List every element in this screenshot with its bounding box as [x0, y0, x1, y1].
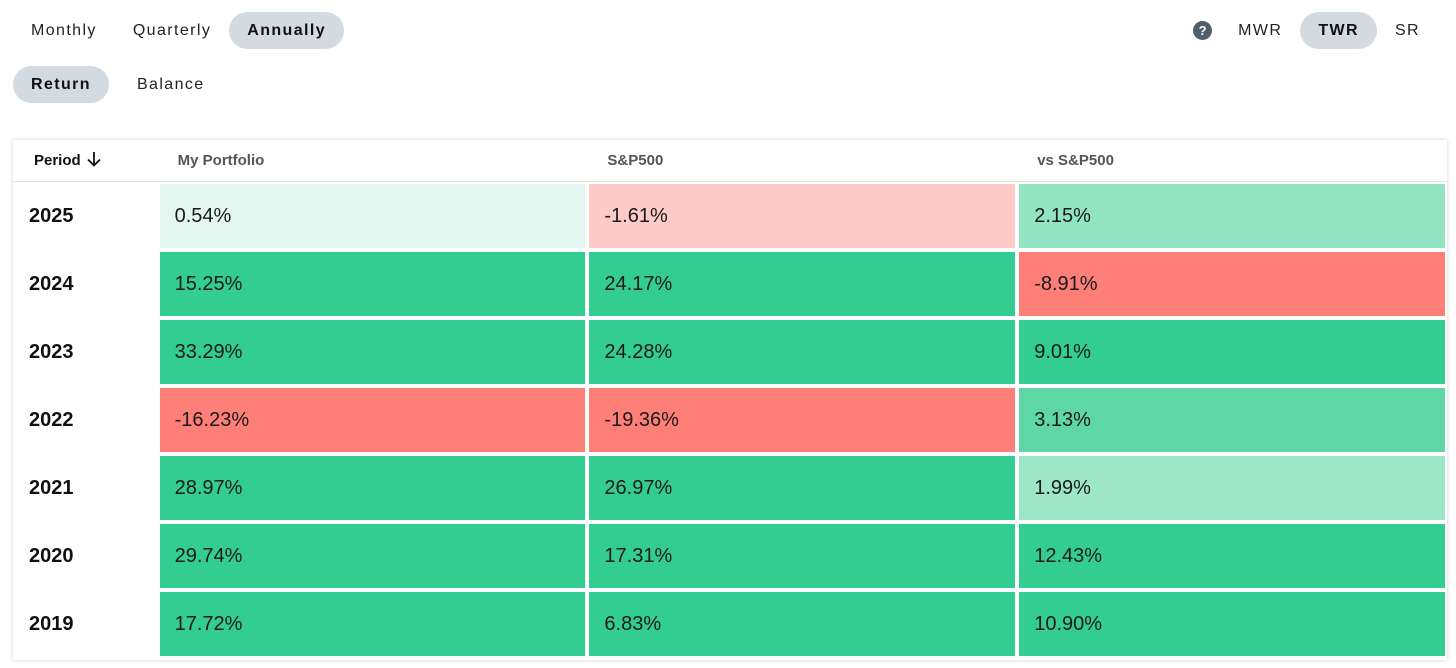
- returns-table: Period My Portfolio S&P500 vs S&P500 202…: [13, 140, 1447, 660]
- method-mwr-button[interactable]: MWR: [1238, 21, 1283, 39]
- table-row: 2025 0.54% -1.61% 2.15%: [13, 182, 1447, 250]
- sp500-return-cell: 24.28%: [587, 318, 1018, 386]
- table-row: 2019 17.72% 6.83% 10.90%: [13, 590, 1447, 658]
- vs-sp500-column-header[interactable]: vs S&P500: [1037, 152, 1114, 169]
- portfolio-return-cell: 29.74%: [157, 522, 588, 590]
- method-twr-button[interactable]: TWR: [1300, 12, 1377, 49]
- sp500-column-header[interactable]: S&P500: [607, 152, 664, 169]
- year-cell: 2025: [29, 204, 74, 227]
- year-cell: 2022: [29, 408, 74, 431]
- sp500-return-cell: 26.97%: [587, 454, 1018, 522]
- return-method-toggle: ? MWR TWR SR: [1193, 12, 1438, 49]
- period-toggle: Monthly Quarterly Annually: [13, 12, 344, 49]
- portfolio-column-header[interactable]: My Portfolio: [177, 152, 265, 169]
- method-sr-button[interactable]: SR: [1394, 21, 1420, 39]
- table-row: 2020 29.74% 17.31% 12.43%: [13, 522, 1447, 590]
- vs-return-cell: 10.90%: [1017, 590, 1447, 658]
- year-cell: 2019: [29, 612, 74, 635]
- vs-return-cell: 1.99%: [1017, 454, 1447, 522]
- sp500-return-cell: -19.36%: [587, 386, 1018, 454]
- portfolio-return-cell: 17.72%: [157, 590, 588, 658]
- portfolio-return-cell: 28.97%: [157, 454, 588, 522]
- vs-return-cell: 12.43%: [1017, 522, 1447, 590]
- year-cell: 2024: [29, 272, 74, 295]
- view-balance-button[interactable]: Balance: [136, 75, 205, 93]
- question-circle-icon[interactable]: ?: [1193, 21, 1213, 40]
- view-return-button[interactable]: Return: [13, 66, 109, 103]
- arrow-down-icon: [86, 150, 102, 172]
- year-cell: 2021: [29, 476, 74, 499]
- vs-return-cell: -8.91%: [1017, 250, 1447, 318]
- vs-return-cell: 9.01%: [1017, 318, 1447, 386]
- year-cell: 2023: [29, 340, 74, 363]
- portfolio-return-cell: 15.25%: [157, 250, 588, 318]
- sp500-return-cell: -1.61%: [587, 182, 1018, 250]
- sp500-return-cell: 24.17%: [587, 250, 1018, 318]
- period-quarterly-button[interactable]: Quarterly: [132, 21, 212, 39]
- vs-return-cell: 3.13%: [1017, 386, 1447, 454]
- sp500-return-cell: 17.31%: [587, 522, 1018, 590]
- portfolio-return-cell: -16.23%: [157, 386, 588, 454]
- portfolio-return-cell: 0.54%: [157, 182, 588, 250]
- table-body: 2025 0.54% -1.61% 2.15% 2024 15.25% 24.17% -8.9…: [13, 182, 1447, 658]
- period-header-label: Period: [34, 152, 81, 169]
- vs-return-cell: 2.15%: [1017, 182, 1447, 250]
- period-column-header[interactable]: Period: [13, 150, 158, 172]
- view-toggle: Return Balance: [13, 66, 223, 103]
- period-annually-button[interactable]: Annually: [229, 12, 344, 49]
- table-row: 2024 15.25% 24.17% -8.91%: [13, 250, 1447, 318]
- table-row: 2021 28.97% 26.97% 1.99%: [13, 454, 1447, 522]
- table-header: Period My Portfolio S&P500 vs S&P500: [13, 140, 1447, 182]
- table-row: 2023 33.29% 24.28% 9.01%: [13, 318, 1447, 386]
- portfolio-return-cell: 33.29%: [157, 318, 588, 386]
- table-row: 2022 -16.23% -19.36% 3.13%: [13, 386, 1447, 454]
- sp500-return-cell: 6.83%: [587, 590, 1018, 658]
- year-cell: 2020: [29, 544, 74, 567]
- period-monthly-button[interactable]: Monthly: [31, 21, 97, 39]
